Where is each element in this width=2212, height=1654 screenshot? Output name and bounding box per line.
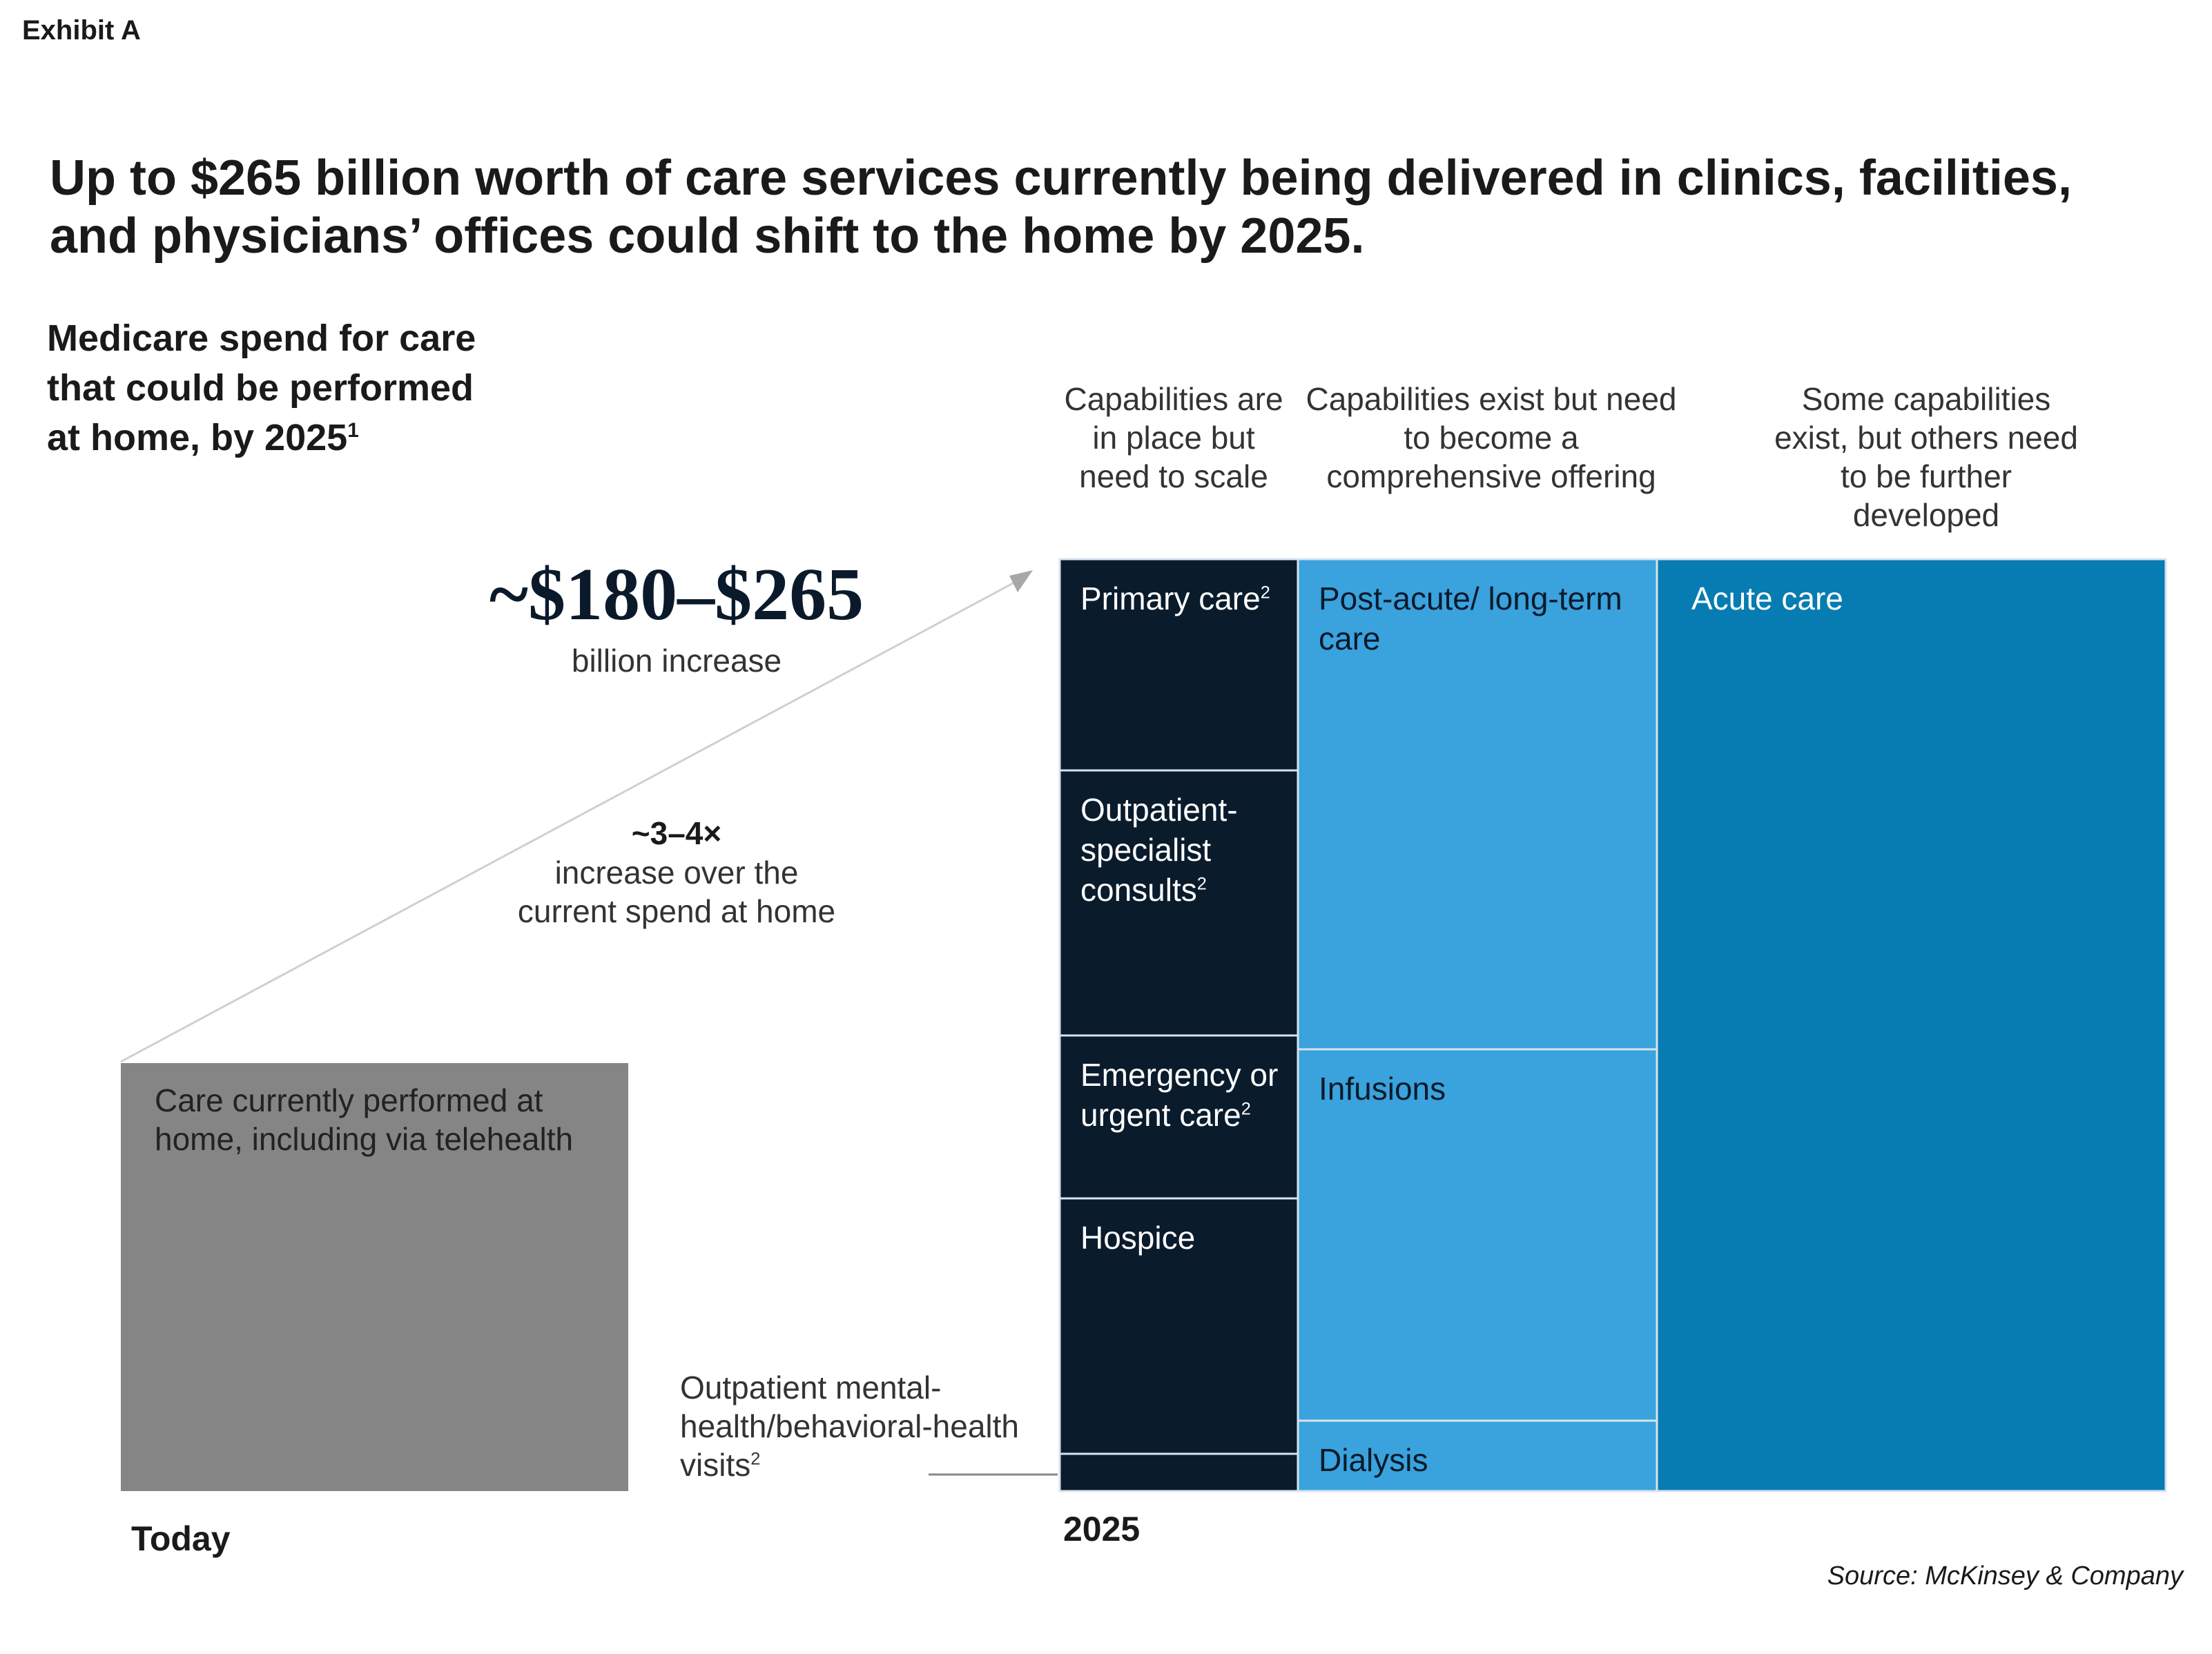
mental-health-footnote: 2 — [750, 1449, 761, 1469]
chart-title: Up to $265 billion worth of care service… — [50, 150, 2072, 264]
segment-0-0 — [1058, 558, 1299, 772]
range-value: ~$180–$265 — [489, 554, 864, 636]
subtitle-line-1: Medicare spend for care — [47, 318, 476, 359]
segment-label-1-2: Dialysis — [1319, 1440, 1643, 1480]
growth-arrow-line — [120, 577, 1022, 1063]
exhibit-label: Exhibit A — [22, 15, 141, 46]
group-header-0: Capabilities are in place but need to sc… — [1064, 381, 1283, 494]
multiplier-value: ~3–4× — [631, 815, 722, 851]
growth-arrow-head — [1009, 570, 1033, 592]
segment-label-text: Hospice — [1080, 1220, 1196, 1256]
mental-health-label: Outpatient mental-health/behavioral-heal… — [680, 1368, 1067, 1484]
segment-label-0-1: Outpatient-specialist consults2 — [1080, 790, 1284, 910]
segment-label-0-0: Primary care2 — [1080, 578, 1284, 619]
subtitle-footnote: 1 — [347, 419, 359, 442]
segment-1-2 — [1297, 1419, 1658, 1492]
x-label-2025: 2025 — [1063, 1510, 1141, 1548]
segment-label-text: Outpatient-specialist consults — [1080, 792, 1238, 908]
segment-label-1-1: Infusions — [1319, 1069, 1643, 1109]
source-note: Source: McKinsey & Company — [1827, 1561, 2183, 1590]
segment-1-1 — [1297, 1048, 1658, 1422]
x-label-today: Today — [131, 1519, 231, 1558]
subtitle-line-2: that could be performed — [47, 367, 474, 409]
range-subtext: billion increase — [571, 643, 782, 679]
segment-footnote: 2 — [1196, 874, 1207, 894]
segment-0-4 — [1058, 1452, 1299, 1492]
segment-label-text: Emergency or urgent care — [1080, 1057, 1279, 1133]
segment-label-text: Acute care — [1691, 581, 1843, 616]
segment-label-1-0: Post-acute/ long-term care — [1319, 578, 1643, 659]
chart-subtitle: Medicare spend for care that could be per… — [47, 313, 476, 463]
group-header-2: Some capabilities exist, but others need… — [1774, 381, 2078, 533]
segment-2-0 — [1656, 558, 2167, 1492]
segment-label-text: Dialysis — [1319, 1442, 1428, 1478]
subtitle-line-3: at home, by 2025 — [47, 417, 348, 458]
mental-health-label-text: Outpatient mental-health/behavioral-heal… — [680, 1370, 1020, 1483]
segment-label-2-0: Acute care — [1691, 578, 2166, 619]
group-header-1: Capabilities exist but need to become a … — [1306, 381, 1677, 494]
multiplier-description: increase over the current spend at home — [517, 855, 836, 929]
segment-footnote: 2 — [1260, 583, 1270, 603]
today-bar-label: Care currently performed at home, includ… — [155, 1082, 574, 1157]
segment-footnote: 2 — [1241, 1099, 1251, 1119]
segment-label-text: Infusions — [1319, 1071, 1446, 1107]
segment-label-0-3: Hospice — [1080, 1218, 1284, 1258]
segment-label-text: Primary care — [1080, 581, 1261, 616]
segment-0-3 — [1058, 1197, 1299, 1455]
today-bar — [121, 1063, 628, 1491]
segment-label-text: Post-acute/ long-term care — [1319, 581, 1622, 656]
segment-0-2 — [1058, 1034, 1299, 1200]
segment-0-1 — [1058, 769, 1299, 1037]
segment-label-0-2: Emergency or urgent care2 — [1080, 1055, 1284, 1135]
